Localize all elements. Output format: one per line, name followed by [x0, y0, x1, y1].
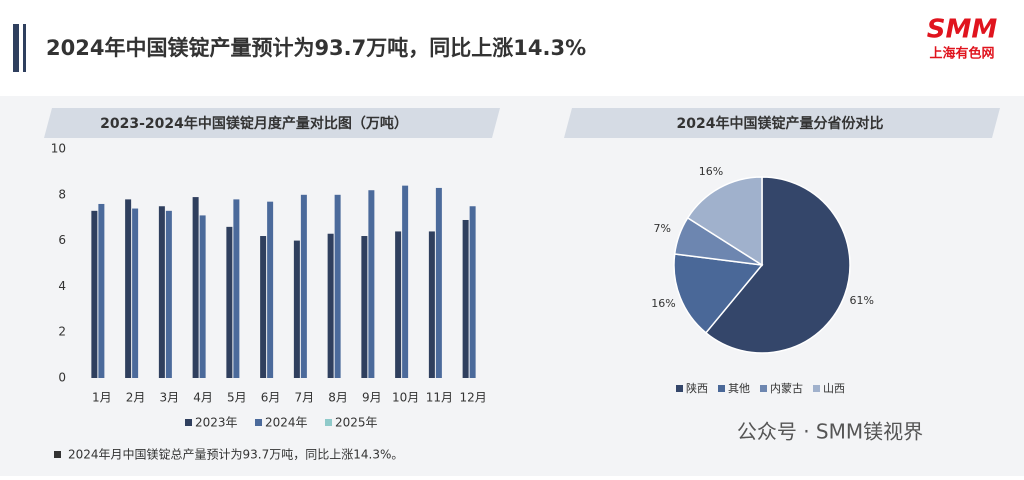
- x-tick-label: 2月: [126, 391, 146, 405]
- data-label: 16%: [651, 297, 675, 310]
- legend-swatch: [760, 385, 767, 392]
- x-tick-label: 7月: [295, 391, 315, 405]
- bar: [395, 231, 402, 378]
- legend-swatch: [676, 385, 683, 392]
- bar: [199, 215, 206, 378]
- bar: [300, 194, 307, 378]
- bar: [233, 199, 240, 378]
- y-tick-label: 10: [51, 142, 66, 156]
- data-label: 16%: [699, 165, 723, 178]
- pie-slice: [686, 176, 763, 267]
- legend-swatch: [185, 419, 192, 426]
- bar: [260, 236, 267, 378]
- y-tick-label: 6: [58, 233, 66, 247]
- bullet: [54, 451, 61, 458]
- bar: [469, 206, 476, 378]
- logo-sub: 上海有色网: [929, 46, 994, 62]
- legend-swatch: [255, 419, 262, 426]
- x-tick-label: 5月: [227, 391, 247, 405]
- data-label: 7%: [654, 222, 671, 235]
- x-tick-label: 12月: [459, 391, 486, 405]
- bar: [435, 187, 442, 378]
- bar: [192, 197, 199, 378]
- bar: [267, 201, 274, 378]
- bar: [428, 231, 435, 378]
- x-tick-label: 1月: [92, 391, 112, 405]
- bar: [334, 194, 341, 378]
- legend-label: 2023年: [195, 416, 238, 430]
- bar: [165, 210, 172, 378]
- chart-banner: [44, 108, 500, 138]
- x-tick-label: 6月: [261, 391, 281, 405]
- bar: [132, 208, 139, 378]
- x-tick-label: 11月: [426, 391, 453, 405]
- x-tick-label: 9月: [362, 391, 382, 405]
- legend-swatch: [813, 385, 820, 392]
- x-tick-label: 8月: [328, 391, 348, 405]
- bar: [293, 240, 300, 378]
- bar: [98, 203, 105, 378]
- bar: [361, 236, 368, 378]
- x-tick-label: 4月: [193, 391, 213, 405]
- legend-label: 陕西: [686, 381, 708, 395]
- legend-label: 2024年: [265, 416, 308, 430]
- chart-title: 2024年中国镁锭产量分省份对比: [677, 115, 884, 132]
- footnote: 2024年月中国镁锭总产量预计为93.7万吨，同比上涨14.3%。: [68, 447, 403, 462]
- bar: [462, 219, 469, 378]
- pie-slice: [704, 176, 851, 354]
- bar: [125, 199, 132, 378]
- legend-label: 山西: [823, 382, 845, 395]
- y-tick-label: 2: [58, 325, 66, 339]
- legend-swatch: [325, 419, 332, 426]
- watermark: 公众号 · SMM镁视界: [737, 420, 923, 444]
- legend-label: 其他: [728, 382, 750, 395]
- title-bar: [13, 24, 19, 72]
- pie-slice: [673, 253, 764, 334]
- x-tick-label: 3月: [160, 391, 180, 405]
- logo: SMM: [927, 15, 998, 45]
- bar: [91, 210, 98, 378]
- legend-swatch: [718, 385, 725, 392]
- bar: [402, 185, 409, 378]
- y-tick-label: 0: [58, 371, 66, 385]
- data-label: 61%: [850, 294, 874, 307]
- bar: [327, 233, 334, 378]
- bar: [226, 226, 233, 378]
- x-tick-label: 10月: [392, 391, 419, 405]
- chart-banner: [564, 108, 1000, 138]
- y-tick-label: 4: [58, 279, 66, 293]
- legend-label: 内蒙古: [770, 381, 803, 395]
- chart-title: 2023-2024年中国镁锭月度产量对比图（万吨）: [100, 115, 408, 132]
- y-tick-label: 8: [58, 187, 66, 201]
- bar: [368, 190, 375, 378]
- page-title: 2024年中国镁锭产量预计为93.7万吨，同比上涨14.3%: [46, 36, 586, 60]
- title-bar: [23, 24, 26, 72]
- bar: [158, 206, 165, 378]
- legend-label: 2025年: [335, 416, 378, 430]
